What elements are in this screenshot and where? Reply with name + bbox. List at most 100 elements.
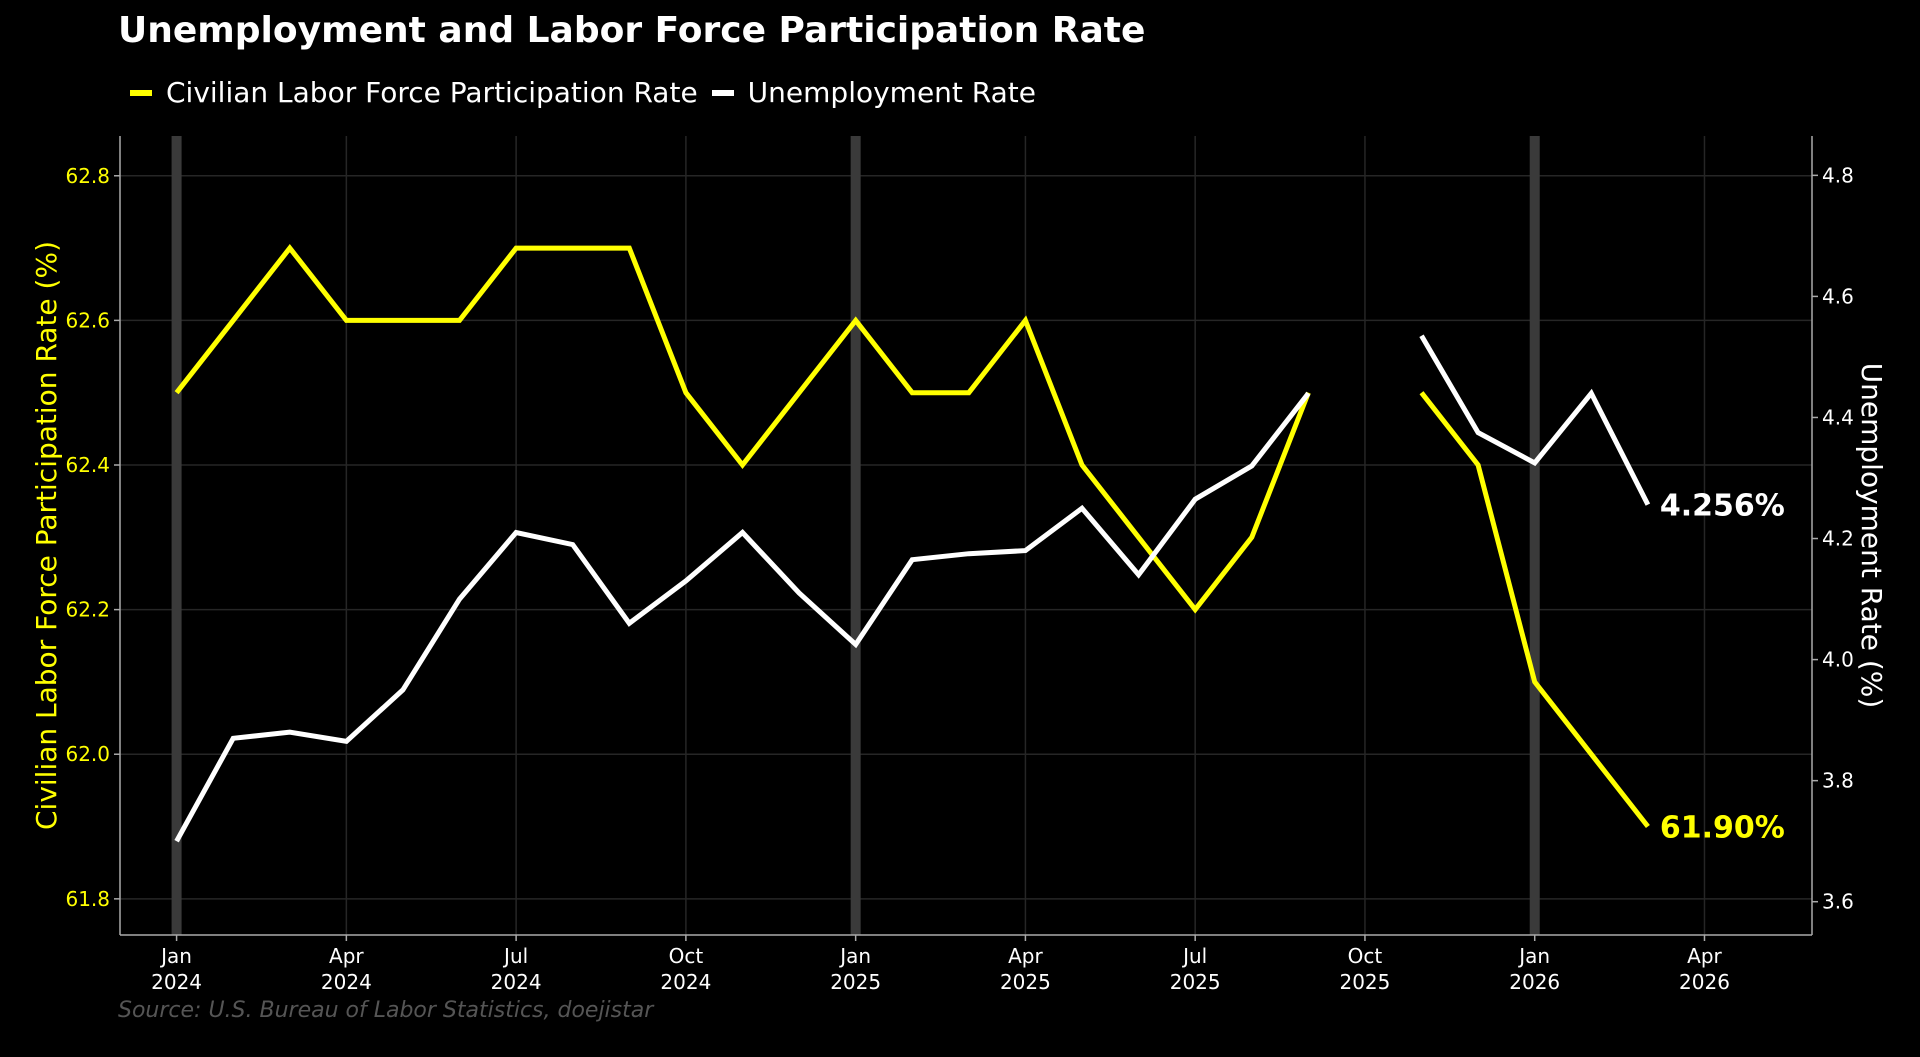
data-point-lfpr xyxy=(1419,390,1424,395)
data-point-unemployment xyxy=(457,597,462,602)
x-axis-tick-label-month: Jul xyxy=(1181,944,1207,968)
x-axis-tick-label-year: 2026 xyxy=(1509,970,1560,994)
x-axis-tick-label-month: Apr xyxy=(1008,944,1043,968)
right-axis-tick-label: 4.6 xyxy=(1822,284,1854,308)
data-point-unemployment xyxy=(514,530,519,535)
right-axis-tick-label: 4.0 xyxy=(1822,648,1854,672)
data-point-unemployment xyxy=(1193,497,1198,502)
data-point-unemployment xyxy=(400,687,405,692)
data-point-unemployment xyxy=(1080,506,1085,511)
data-point-lfpr xyxy=(400,318,405,323)
x-axis-tick-label-month: Jan xyxy=(838,944,871,968)
chart-title: Unemployment and Labor Force Participati… xyxy=(118,10,1146,51)
data-point-lfpr xyxy=(797,390,802,395)
left-axis-tick-label: 62.0 xyxy=(65,742,110,766)
left-axis-tick-label: 62.4 xyxy=(65,453,110,477)
january-marker-bar xyxy=(171,136,182,935)
x-axis-tick-label-year: 2025 xyxy=(830,970,881,994)
data-point-lfpr xyxy=(683,390,688,395)
data-point-lfpr xyxy=(1136,535,1141,540)
data-point-lfpr xyxy=(966,390,971,395)
left-axis-tick-label: 62.2 xyxy=(65,598,110,622)
x-axis-tick-label-year: 2024 xyxy=(660,970,711,994)
x-axis-tick-label-month: Oct xyxy=(1348,944,1383,968)
end-label-unemployment: 4.256% xyxy=(1660,489,1785,524)
left-axis-tick-label: 62.8 xyxy=(65,164,110,188)
right-axis-tick-label: 3.8 xyxy=(1822,769,1854,793)
data-point-unemployment xyxy=(797,591,802,596)
data-point-unemployment xyxy=(966,551,971,556)
data-point-lfpr xyxy=(1589,752,1594,757)
x-axis-tick-label-year: 2024 xyxy=(491,970,542,994)
data-point-lfpr xyxy=(1532,679,1537,684)
data-point-lfpr xyxy=(344,318,349,323)
data-point-lfpr xyxy=(1193,607,1198,612)
data-point-unemployment xyxy=(174,839,179,844)
legend-item-unemployment: Unemployment Rate xyxy=(711,76,1036,109)
right-axis-tick-label: 4.2 xyxy=(1822,527,1854,551)
legend-label-lfpr: Civilian Labor Force Participation Rate xyxy=(166,76,698,109)
data-point-lfpr xyxy=(287,246,292,251)
right-axis-title: Unemployment Rate (%) xyxy=(1855,363,1888,709)
x-axis-tick-label-year: 2024 xyxy=(151,970,202,994)
left-axis-title: Civilian Labor Force Participation Rate … xyxy=(30,241,63,830)
data-point-lfpr xyxy=(910,390,915,395)
data-point-lfpr xyxy=(174,390,179,395)
data-point-unemployment xyxy=(570,542,575,547)
data-point-unemployment xyxy=(627,621,632,626)
data-point-lfpr xyxy=(627,246,632,251)
end-label-lfpr: 61.90% xyxy=(1660,811,1785,846)
legend-swatch-unemployment xyxy=(711,89,734,96)
right-axis-tick-label: 4.4 xyxy=(1822,405,1854,429)
data-point-unemployment xyxy=(853,642,858,647)
x-axis-tick-label-month: Jan xyxy=(1517,944,1550,968)
data-point-unemployment xyxy=(1476,430,1481,435)
left-axis-tick-label: 61.8 xyxy=(65,887,110,911)
data-point-unemployment xyxy=(1023,548,1028,553)
legend-item-lfpr: Civilian Labor Force Participation Rate xyxy=(130,76,698,109)
data-point-lfpr xyxy=(1645,824,1650,829)
data-point-lfpr xyxy=(853,318,858,323)
data-point-unemployment xyxy=(231,736,236,741)
x-axis-tick-label-month: Jul xyxy=(502,944,528,968)
legend-label-unemployment: Unemployment Rate xyxy=(747,76,1036,109)
data-point-unemployment xyxy=(1249,463,1254,468)
data-point-lfpr xyxy=(457,318,462,323)
series-line-unemployment xyxy=(174,391,1311,843)
x-axis-tick-label-month: Apr xyxy=(329,944,364,968)
january-marker-bar xyxy=(850,136,861,935)
data-point-unemployment xyxy=(1532,460,1537,465)
data-point-unemployment xyxy=(1306,391,1311,396)
x-axis-tick-label-year: 2025 xyxy=(1170,970,1221,994)
x-axis-tick-label-year: 2025 xyxy=(1339,970,1390,994)
x-axis-tick-label-year: 2026 xyxy=(1679,970,1730,994)
source-caption: Source: U.S. Bureau of Labor Statistics,… xyxy=(118,998,654,1023)
data-point-unemployment xyxy=(910,557,915,562)
data-point-lfpr xyxy=(1476,463,1481,468)
legend-swatch-lfpr xyxy=(130,89,152,96)
series-line-unemployment xyxy=(1419,334,1651,506)
data-point-lfpr xyxy=(1249,535,1254,540)
data-point-lfpr xyxy=(231,318,236,323)
right-axis-tick-label: 3.6 xyxy=(1822,890,1854,914)
data-point-unemployment xyxy=(1589,391,1594,396)
data-point-lfpr xyxy=(570,246,575,251)
x-axis-tick-label-year: 2025 xyxy=(1000,970,1051,994)
data-point-lfpr xyxy=(514,246,519,251)
series-line-lfpr xyxy=(174,244,1311,614)
data-point-lfpr xyxy=(1080,463,1085,468)
data-point-unemployment xyxy=(683,578,688,583)
x-axis-tick-label-month: Oct xyxy=(669,944,704,968)
x-axis-tick-label-month: Jan xyxy=(159,944,192,968)
x-axis-tick-label-month: Apr xyxy=(1687,944,1722,968)
left-axis-tick-label: 62.6 xyxy=(65,308,110,332)
series-line-lfpr xyxy=(1419,391,1650,829)
right-axis-tick-label: 4.8 xyxy=(1822,163,1854,187)
data-point-unemployment xyxy=(740,530,745,535)
data-point-lfpr xyxy=(1023,318,1028,323)
data-point-unemployment xyxy=(344,739,349,744)
x-axis-tick-label-year: 2024 xyxy=(321,970,372,994)
data-point-unemployment xyxy=(1419,333,1424,338)
data-point-unemployment xyxy=(1645,502,1650,507)
